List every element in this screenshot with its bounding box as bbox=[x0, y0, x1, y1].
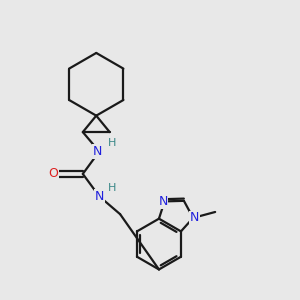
Text: N: N bbox=[158, 195, 168, 208]
Text: H: H bbox=[108, 183, 116, 193]
Text: H: H bbox=[108, 138, 116, 148]
Text: N: N bbox=[93, 145, 102, 158]
Text: N: N bbox=[190, 212, 199, 224]
Text: O: O bbox=[49, 167, 58, 180]
Text: N: N bbox=[94, 190, 104, 203]
